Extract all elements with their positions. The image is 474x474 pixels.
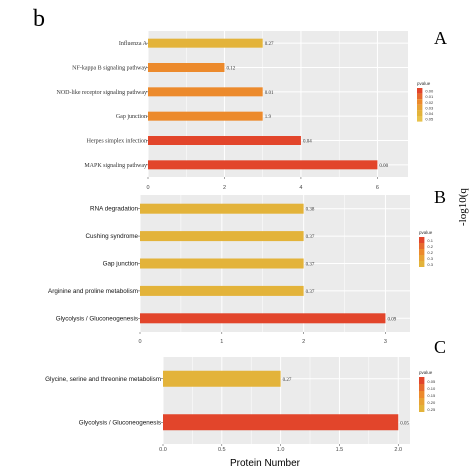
- x-tick-label: 2: [223, 185, 226, 191]
- x-tick-label: 4: [299, 185, 302, 191]
- bar: [140, 313, 386, 324]
- legend-label: 0.3: [427, 262, 433, 267]
- category-label: Arginine and proline metabolism: [48, 288, 138, 295]
- bar: [140, 258, 304, 269]
- legend-swatch: [417, 116, 423, 122]
- category-label: Cushing syndrome: [86, 233, 139, 240]
- category-label: NOD-like receptor signaling pathway: [57, 90, 147, 96]
- legend-label: 0.3: [427, 256, 433, 261]
- bar-value-label: 0.09: [387, 317, 396, 322]
- x-tick-label: 2.0: [394, 447, 402, 453]
- x-tick-label: 0.0: [159, 447, 167, 453]
- bar: [148, 160, 378, 170]
- category-label: Gap junction: [116, 114, 147, 120]
- side-axis-label: -log10(q: [457, 188, 469, 226]
- category-label: Herpes simplex infection: [87, 138, 147, 145]
- legend-label: 0.2: [427, 250, 433, 255]
- x-tick-label: 1.5: [336, 447, 344, 453]
- panel-label: B: [434, 187, 446, 207]
- bar: [163, 370, 281, 387]
- category-label: MAPK signaling pathway: [84, 163, 147, 169]
- legend-swatch: [417, 93, 423, 100]
- plot-background: [163, 357, 410, 444]
- legend-swatch: [419, 384, 425, 391]
- bar-value-label: 0.01: [265, 91, 274, 96]
- x-tick-label: 2: [302, 339, 305, 345]
- legend-swatch: [419, 377, 425, 384]
- legend-swatch: [419, 261, 425, 267]
- legend-label: 0.1: [427, 238, 433, 243]
- panel-label: A: [434, 28, 447, 48]
- bar-value-label: 0.37: [306, 235, 315, 240]
- category-label: Glycolysis / Gluconeogenesis: [56, 315, 138, 322]
- figure-label: b: [33, 6, 45, 32]
- legend-swatch: [419, 243, 425, 249]
- bar: [140, 231, 304, 242]
- bar-value-label: 0.00: [379, 164, 388, 169]
- bar-value-label: 0.12: [226, 67, 235, 72]
- x-tick-label: 6: [376, 185, 379, 191]
- legend-swatch: [419, 391, 425, 398]
- legend-swatch: [417, 110, 423, 116]
- bar-value-label: 0.27: [265, 42, 274, 47]
- bar: [148, 38, 263, 48]
- legend-swatch: [417, 99, 423, 105]
- category-label: RNA degradation: [90, 206, 138, 213]
- bar: [148, 136, 301, 145]
- bar: [148, 63, 225, 72]
- x-tick-label: 0.5: [218, 447, 226, 453]
- legend-swatch: [419, 249, 425, 255]
- bar: [148, 87, 263, 97]
- legend-label: 0.10: [427, 386, 436, 391]
- panel-a: 0.27 Influenza A 0.12 NF-kappa B signaling …: [57, 28, 447, 191]
- bar-value-label: 1.9: [265, 115, 272, 120]
- legend-swatch: [417, 104, 423, 111]
- legend-title: pvalue: [419, 370, 433, 375]
- category-label: Gap junction: [103, 261, 139, 268]
- category-label: Influenza A: [119, 40, 148, 47]
- legend-label: 0.15: [427, 393, 436, 398]
- x-tick-label: 1: [220, 339, 223, 345]
- x-tick-label: 3: [384, 339, 387, 345]
- legend-title: pvalue: [417, 81, 431, 86]
- category-label: Glycine, serine and threonine metabolism: [45, 376, 161, 383]
- legend-label: 0.04: [425, 111, 434, 116]
- legend-swatch: [419, 405, 425, 412]
- legend-swatch: [419, 398, 425, 405]
- x-tick-label: 0: [146, 185, 149, 191]
- legend-label: 0.03: [425, 105, 434, 110]
- category-label: Glycolysis / Gluconeogenesis: [79, 419, 161, 426]
- bar-value-label: 0.04: [303, 140, 312, 145]
- bar: [140, 285, 304, 296]
- legend-label: 0.20: [427, 400, 436, 405]
- legend-label: 0.25: [427, 407, 436, 412]
- legend-label: 0.00: [425, 89, 434, 94]
- x-axis-title: Protein Number: [230, 458, 301, 469]
- bar: [163, 414, 399, 431]
- category-label: NF-kappa B signaling pathway: [72, 66, 147, 72]
- panel-b: 0.38 RNA degradation 0.37 Cushing syndrome 0…: [48, 187, 446, 345]
- legend-label: 0.05: [427, 379, 436, 384]
- bar: [148, 111, 263, 121]
- panel-c: 0.27 Glycine, serine and threonine metabo…: [45, 337, 446, 453]
- plot-background: [148, 31, 408, 177]
- bar-value-label: 0.27: [283, 378, 292, 383]
- x-tick-label: 0: [138, 339, 141, 345]
- x-tick-label: 1.0: [277, 447, 285, 453]
- legend-swatch: [419, 255, 425, 261]
- bar-value-label: 0.05: [400, 421, 409, 426]
- legend-swatch: [417, 88, 423, 94]
- bar: [140, 203, 304, 214]
- legend-title: pvalue: [419, 230, 433, 235]
- legend-label: 0.02: [425, 100, 434, 105]
- legend-label: 0.2: [427, 244, 433, 249]
- legend-swatch: [419, 237, 425, 243]
- bar-value-label: 0.37: [306, 290, 315, 295]
- bar-value-label: 0.37: [306, 263, 315, 268]
- legend-label: 0.01: [425, 94, 434, 99]
- bar-value-label: 0.38: [306, 208, 315, 213]
- panel-label: C: [434, 337, 446, 357]
- legend-label: 0.05: [425, 117, 434, 122]
